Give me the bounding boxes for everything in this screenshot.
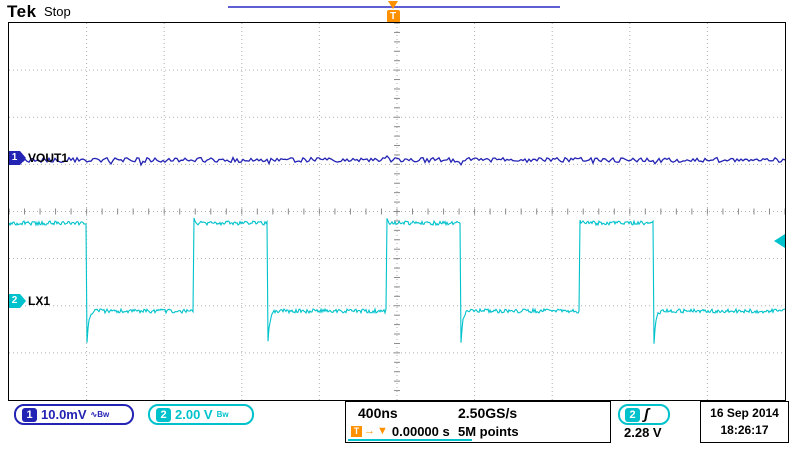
trigger-position-flag: T: [386, 1, 400, 23]
trigger-position-value: 0.00000 s: [391, 424, 450, 439]
record-length: 5M points: [458, 424, 519, 439]
sample-rate: 2.50GS/s: [458, 405, 518, 421]
trigger-down-arrow-icon: [388, 1, 398, 9]
timebase-per-div: 400ns: [358, 405, 398, 421]
trigger-position-readout: T → ▼ 0.00000 s: [351, 424, 450, 439]
ch1-trace-label: VOUT1: [28, 151, 69, 165]
trigger-t-icon: T: [386, 10, 400, 23]
acquisition-status: Stop: [44, 4, 71, 19]
trigger-t-small-icon: T: [351, 426, 362, 437]
ch1-scale-readout: 1 10.0mV ∿Bw: [14, 404, 134, 425]
acquisition-readout-box: 400ns 2.50GS/s 5M points T → ▼ 0.00000 s: [345, 401, 611, 443]
ch2-ground-marker: 2: [9, 294, 26, 308]
graticule-screen: 1 VOUT1 2 LX1: [8, 22, 786, 401]
ch2-volts-per-div: 2.00 V: [175, 407, 213, 422]
trigger-level-arrow-icon: [774, 234, 785, 248]
ch2-scale-readout: 2 2.00 V Bw: [148, 404, 254, 425]
date-value: 16 Sep 2014: [710, 406, 779, 420]
trigger-source-readout: 2 ʃ: [618, 404, 670, 425]
ch2-trace-label: LX1: [28, 294, 51, 308]
waveform-plot: [9, 23, 785, 400]
datetime-readout: 16 Sep 2014 18:26:17: [700, 401, 789, 443]
right-arrow-icon: →: [364, 425, 375, 437]
ch1-coupling-bandwidth-icons: ∿Bw: [90, 410, 110, 419]
time-value: 18:26:17: [720, 423, 769, 437]
ch2-marker-number: 2: [9, 294, 20, 308]
ch1-badge: 1: [22, 407, 37, 422]
ch2-bandwidth-icon: Bw: [216, 410, 229, 419]
trigger-level-value: 2.28 V: [624, 425, 662, 440]
rising-slope-icon: ʃ: [644, 405, 649, 423]
tek-logo: Tek: [7, 2, 37, 21]
ch1-marker-number: 1: [9, 151, 20, 165]
down-triangle-icon: ▼: [377, 425, 388, 437]
ch2-badge: 2: [156, 407, 171, 422]
ch1-ground-marker: 1: [9, 151, 26, 165]
ch1-volts-per-div: 10.0mV: [41, 407, 87, 422]
trigger-position-underline: [348, 439, 472, 441]
trigger-source-badge: 2: [625, 407, 640, 422]
ch2-marker-arrow-icon: [20, 294, 26, 308]
ch1-marker-arrow-icon: [20, 151, 26, 165]
